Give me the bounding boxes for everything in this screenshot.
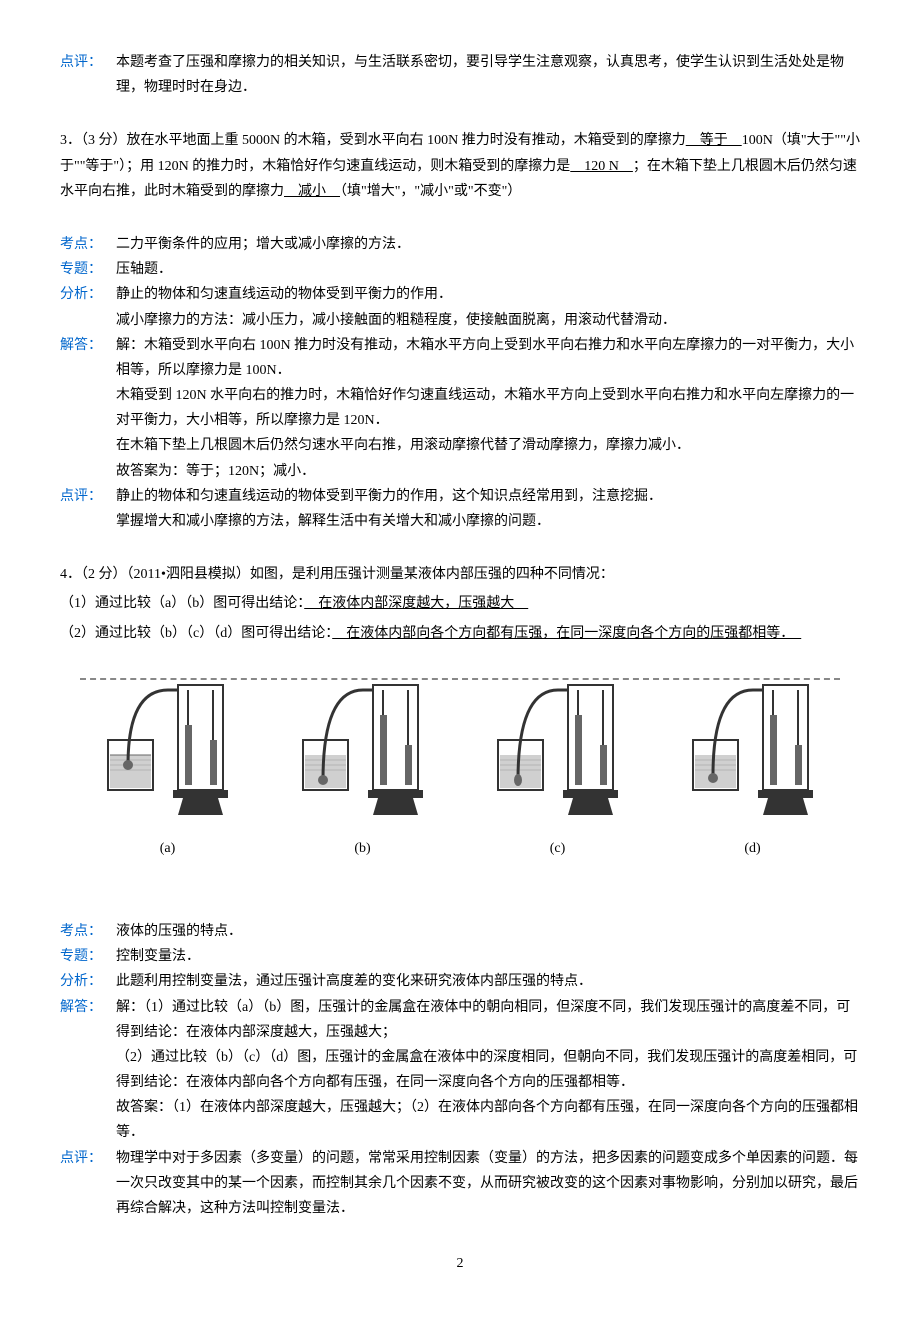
- dianping-line-1: 静止的物体和匀速直线运动的物体受到平衡力的作用，这个知识点经常用到，注意挖掘．: [116, 484, 860, 509]
- diagram-d-label: (d): [744, 836, 760, 861]
- diagram-c-label: (c): [550, 836, 566, 861]
- jieda-label: 解答：: [60, 333, 116, 484]
- jieda-label: 解答：: [60, 995, 116, 1146]
- q2-review: 点评： 本题考查了压强和摩擦力的相关知识，与生活联系密切，要引导学生注意观察，认…: [60, 50, 860, 100]
- q4-sub1-text: （1）通过比较（a）（b）图可得出结论：: [60, 596, 304, 611]
- q4-stem: 4．（2 分）（2011•泗阳县模拟）如图，是利用压强计测量某液体内部压强的四种…: [60, 562, 860, 587]
- q4-sub2: （2）通过比较（b）（c）（d）图可得出结论： 在液体内部向各个方向都有压强，在…: [60, 621, 860, 646]
- kaodian-text: 液体的压强的特点．: [116, 919, 860, 944]
- q4-dianping-row: 点评： 物理学中对于多因素（多变量）的问题，常常采用控制因素（变量）的方法，把多…: [60, 1146, 860, 1222]
- question-3: 3．（3 分）放在水平地面上重 5000N 的木箱，受到水平向右 100N 推力…: [60, 128, 860, 204]
- kaodian-label: 考点：: [60, 919, 116, 944]
- q4-sub1: （1）通过比较（a）（b）图可得出结论： 在液体内部深度越大，压强越大: [60, 591, 860, 616]
- kaodian-label: 考点：: [60, 232, 116, 257]
- question-4: 4．（2 分）（2011•泗阳县模拟）如图，是利用压强计测量某液体内部压强的四种…: [60, 562, 860, 891]
- kaodian-row: 考点： 二力平衡条件的应用；增大或减小摩擦的方法．: [60, 232, 860, 257]
- diagram-b: (b): [293, 670, 433, 861]
- diagram-c: (c): [488, 670, 628, 861]
- kaodian-text: 二力平衡条件的应用；增大或减小摩擦的方法．: [116, 232, 860, 257]
- pressure-gauge-a-icon: [98, 670, 238, 830]
- diagram-a-label: (a): [160, 836, 176, 861]
- q4-sub1-blank: 在液体内部深度越大，压强越大: [304, 596, 528, 611]
- zhuanti-text: 压轴题．: [116, 257, 860, 282]
- dianping-line-2: 掌握增大和减小摩擦的方法，解释生活中有关增大和减小摩擦的问题．: [116, 509, 860, 534]
- pressure-diagram: (a) (b): [60, 650, 860, 891]
- fenxi-line-1: 静止的物体和匀速直线运动的物体受到平衡力的作用．: [116, 282, 860, 307]
- q3-blank-3: 减小: [284, 184, 340, 199]
- dianping-text: 静止的物体和匀速直线运动的物体受到平衡力的作用，这个知识点经常用到，注意挖掘． …: [116, 484, 860, 534]
- q4-analysis: 考点： 液体的压强的特点． 专题： 控制变量法． 分析： 此题利用控制变量法，通…: [60, 919, 860, 1221]
- fenxi-text: 静止的物体和匀速直线运动的物体受到平衡力的作用． 减小摩擦力的方法：减小压力，减…: [116, 282, 860, 332]
- q3-text-4: （填"增大"，"减小"或"不变"）: [340, 184, 521, 199]
- diagram-a: (a): [98, 670, 238, 861]
- fenxi-label: 分析：: [60, 969, 116, 994]
- q3-analysis: 考点： 二力平衡条件的应用；增大或减小摩擦的方法． 专题： 压轴题． 分析： 静…: [60, 232, 860, 534]
- jieda-text: 解：（1）通过比较（a）（b）图，压强计的金属盒在液体中的朝向相同，但深度不同，…: [116, 995, 860, 1146]
- dianping-label: 点评：: [60, 1146, 116, 1222]
- jieda-line-2: 木箱受到 120N 水平向右的推力时，木箱恰好作匀速直线运动，木箱水平方向上受到…: [116, 383, 860, 433]
- jieda-line-1: 解：木箱受到水平向右 100N 推力时没有推动，木箱水平方向上受到水平向右推力和…: [116, 333, 860, 383]
- jieda-line-2: （2）通过比较（b）（c）（d）图，压强计的金属盒在液体中的深度相同，但朝向不同…: [116, 1045, 860, 1095]
- dianping-text: 物理学中对于多因素（多变量）的问题，常常采用控制因素（变量）的方法，把多因素的问…: [116, 1146, 860, 1222]
- fenxi-text: 此题利用控制变量法，通过压强计高度差的变化来研究液体内部压强的特点．: [116, 969, 860, 994]
- jieda-line-1: 解：（1）通过比较（a）（b）图，压强计的金属盒在液体中的朝向相同，但深度不同，…: [116, 995, 860, 1045]
- zhuanti-label: 专题：: [60, 944, 116, 969]
- pressure-gauge-d-icon: [683, 670, 823, 830]
- q4-jieda-row: 解答： 解：（1）通过比较（a）（b）图，压强计的金属盒在液体中的朝向相同，但深…: [60, 995, 860, 1146]
- zhuanti-text: 控制变量法．: [116, 944, 860, 969]
- q3-blank-1: 等于: [686, 133, 742, 148]
- review-text: 本题考查了压强和摩擦力的相关知识，与生活联系密切，要引导学生注意观察，认真思考，…: [116, 50, 860, 100]
- q4-kaodian-row: 考点： 液体的压强的特点．: [60, 919, 860, 944]
- pressure-gauge-b-icon: [293, 670, 433, 830]
- pressure-gauge-c-icon: [488, 670, 628, 830]
- q4-sub2-text: （2）通过比较（b）（c）（d）图可得出结论：: [60, 626, 332, 641]
- fenxi-line-2: 减小摩擦力的方法：减小压力，减小接触面的粗糙程度，使接触面脱离，用滚动代替滑动．: [116, 308, 860, 333]
- q4-fenxi-row: 分析： 此题利用控制变量法，通过压强计高度差的变化来研究液体内部压强的特点．: [60, 969, 860, 994]
- diagram-b-label: (b): [354, 836, 370, 861]
- jieda-line-4: 故答案为：等于；120N；减小．: [116, 459, 860, 484]
- review-label: 点评：: [60, 50, 116, 100]
- zhuanti-row: 专题： 压轴题．: [60, 257, 860, 282]
- jieda-text: 解：木箱受到水平向右 100N 推力时没有推动，木箱水平方向上受到水平向右推力和…: [116, 333, 860, 484]
- q4-sub2-blank: 在液体内部向各个方向都有压强，在同一深度向各个方向的压强都相等．: [332, 626, 801, 641]
- q4-zhuanti-row: 专题： 控制变量法．: [60, 944, 860, 969]
- dianping-row: 点评： 静止的物体和匀速直线运动的物体受到平衡力的作用，这个知识点经常用到，注意…: [60, 484, 860, 534]
- review-row: 点评： 本题考查了压强和摩擦力的相关知识，与生活联系密切，要引导学生注意观察，认…: [60, 50, 860, 100]
- q3-text-1: 3．（3 分）放在水平地面上重 5000N 的木箱，受到水平向右 100N 推力…: [60, 133, 686, 148]
- fenxi-label: 分析：: [60, 282, 116, 332]
- q3-stem: 3．（3 分）放在水平地面上重 5000N 的木箱，受到水平向右 100N 推力…: [60, 128, 860, 204]
- jieda-row: 解答： 解：木箱受到水平向右 100N 推力时没有推动，木箱水平方向上受到水平向…: [60, 333, 860, 484]
- diagram-d: (d): [683, 670, 823, 861]
- dianping-label: 点评：: [60, 484, 116, 534]
- fenxi-row: 分析： 静止的物体和匀速直线运动的物体受到平衡力的作用． 减小摩擦力的方法：减小…: [60, 282, 860, 332]
- jieda-line-3: 故答案：（1）在液体内部深度越大，压强越大；（2）在液体内部向各个方向都有压强，…: [116, 1095, 860, 1145]
- jieda-line-3: 在木箱下垫上几根圆木后仍然匀速水平向右推，用滚动摩擦代替了滑动摩擦力，摩擦力减小…: [116, 433, 860, 458]
- zhuanti-label: 专题：: [60, 257, 116, 282]
- page-number: 2: [60, 1251, 860, 1276]
- q3-blank-2: 120 N: [570, 159, 633, 174]
